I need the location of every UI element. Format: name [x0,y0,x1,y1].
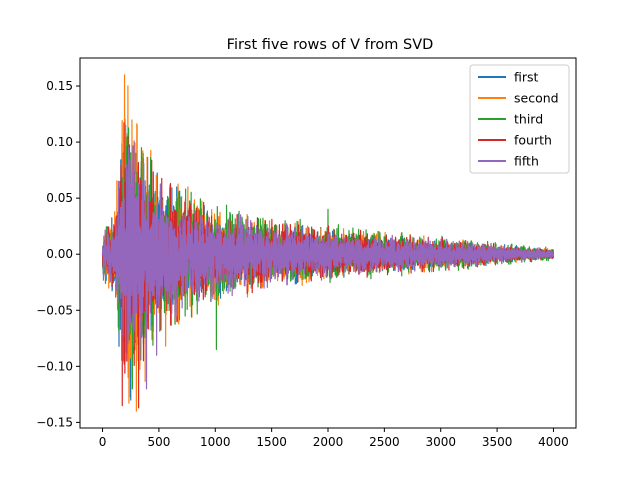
y-tick-label: −0.05 [36,303,73,317]
y-tick-label: 0.05 [46,191,73,205]
x-tick-label: 500 [147,435,170,449]
x-tick-label: 2500 [369,435,400,449]
series-line-fifth [101,140,555,390]
y-tick-label: 0.10 [46,135,73,149]
legend-label-fourth: fourth [514,133,552,148]
x-axis: 0 500 1000 1500 2000 2500 3000 3500 4000 [99,428,569,449]
legend-label-second: second [514,91,559,106]
y-tick-label: 0.15 [46,79,73,93]
chart-title: First five rows of V from SVD [227,37,434,53]
legend-label-third: third [514,112,543,127]
x-tick-label: 3000 [425,435,456,449]
series-layer [101,74,555,412]
y-tick-label: −0.15 [36,415,73,429]
x-tick-label: 1000 [200,435,231,449]
x-tick-label: 1500 [256,435,287,449]
y-tick-label: 0.00 [46,247,73,261]
x-tick-label: 4000 [538,435,569,449]
y-axis: −0.15 −0.10 −0.05 0.00 0.05 0.10 0.15 [36,79,80,429]
x-tick-label: 3500 [482,435,513,449]
y-tick-label: −0.10 [36,359,73,373]
legend-label-fifth: fifth [514,154,539,169]
legend-frame [469,64,570,174]
x-tick-label: 0 [99,435,107,449]
x-tick-label: 2000 [313,435,344,449]
legend-label-first: first [514,70,539,85]
legend: first second third fourth fifth [469,64,570,174]
